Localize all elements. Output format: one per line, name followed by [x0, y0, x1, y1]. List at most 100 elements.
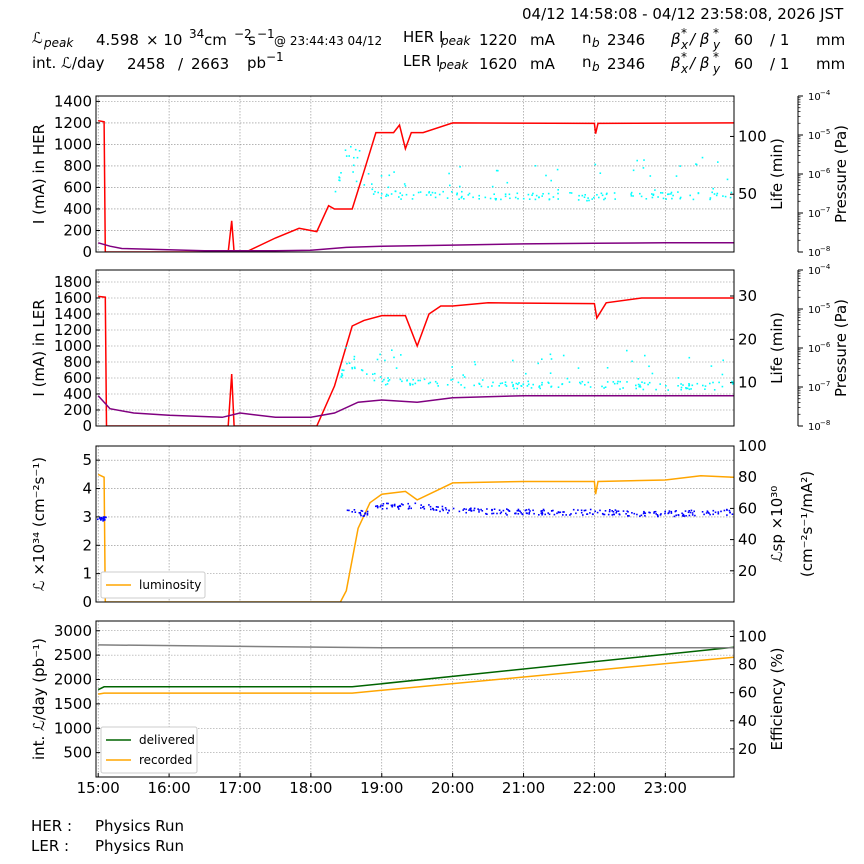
her-pressure-point	[726, 178, 729, 181]
ler-pressure-point	[525, 372, 527, 375]
lumi-specific-point	[407, 508, 410, 510]
ler-beta-value: 60	[734, 55, 754, 73]
her-pressure-point	[672, 194, 674, 197]
lumi-specific-point	[627, 515, 629, 517]
her-pressure-point	[569, 192, 571, 194]
ler-pressure-point	[622, 387, 624, 389]
her-pressure-point	[692, 198, 695, 201]
lumi-specific-point	[626, 510, 629, 512]
her-pressure-point	[461, 190, 463, 193]
ler-pressure-point	[685, 387, 687, 389]
lumi-specific-point	[570, 513, 572, 515]
her-pressure-point	[459, 185, 461, 188]
ler-pressure-point	[541, 358, 543, 360]
lumi-specific-point	[687, 511, 690, 514]
ler-pressure-point	[617, 380, 619, 383]
her-pressure-point	[442, 190, 444, 193]
her-pressure-point	[352, 164, 355, 167]
lumi-specific-point	[382, 503, 385, 505]
lumi-specific-point	[563, 511, 565, 513]
ler-beta-x: β	[671, 54, 681, 72]
ler-pressure-point	[512, 385, 514, 388]
her-pressure-point	[724, 195, 727, 198]
ler-ytick-label: 1600	[54, 289, 92, 307]
ler-pressure-point	[409, 384, 411, 386]
lumi-specific-point	[655, 513, 657, 515]
ler-pressure-point	[587, 381, 590, 384]
lumi-specific-point	[562, 511, 564, 513]
lumi-specific-point	[499, 512, 502, 515]
ler-pressure-point	[526, 385, 529, 387]
ler-pressure-point	[512, 384, 514, 386]
lumi-specific-point	[420, 504, 422, 506]
intlumi-y2tick-label: 80	[738, 656, 757, 674]
ler-y2tick-label: 10	[738, 374, 757, 392]
ler-pressure-point	[501, 382, 504, 384]
ler-pressure-point	[381, 380, 384, 383]
ler-pressure-point	[463, 376, 466, 378]
lumi-specific-point	[584, 509, 587, 512]
ler-pressure-point	[522, 383, 525, 385]
lumi-specific-point	[442, 509, 444, 512]
ler-pressure-point	[682, 384, 684, 386]
ler-pressure-point	[379, 376, 382, 378]
ler-pressure-point	[541, 384, 543, 386]
lumi-specific-point	[712, 513, 714, 516]
lumi-specific-point	[478, 509, 480, 511]
ler-y2tick-label: 20	[738, 330, 757, 348]
her-pressure-point	[578, 194, 580, 197]
lumi-specific-point	[540, 512, 543, 514]
lumi-specific-point	[397, 506, 399, 509]
ler-pressure-point	[513, 387, 515, 390]
ler-pressure-point	[376, 358, 379, 361]
ler-pressure-point	[562, 354, 565, 357]
her-log-tick-exp: −7	[820, 206, 830, 214]
date-range: 04/12 14:58:08 - 04/12 23:58:08, 2026 JS…	[522, 5, 844, 23]
ler-pressure-point	[353, 355, 356, 358]
ler-pressure-point	[446, 384, 449, 386]
lumi-specific-point	[422, 505, 425, 508]
her-pressure-point	[679, 196, 682, 199]
her-pressure-point	[643, 159, 645, 161]
lumi-specific-point	[659, 514, 662, 516]
lumi-specific-point	[607, 513, 610, 516]
her-pressure-point	[697, 192, 700, 195]
ler-pressure-point	[732, 381, 734, 384]
ler-pressure-point	[651, 372, 654, 375]
lumi-specific-point	[681, 512, 683, 515]
her-ytick-label: 0	[82, 243, 92, 261]
ler-pressure-point	[374, 372, 376, 375]
ler-pressure-point	[462, 374, 464, 376]
lpeak-symbol: ℒ	[32, 29, 43, 47]
her-pressure-point	[547, 192, 550, 195]
lumi-specific-point	[690, 509, 693, 512]
her-pressure-point	[456, 193, 458, 196]
intlumi-legend-label: delivered	[139, 733, 195, 747]
lumi-ytick-label: 5	[82, 451, 92, 469]
ler-pressure-point	[436, 382, 439, 385]
her-ytick-label: 1200	[54, 114, 92, 132]
lumi-specific-point	[720, 510, 722, 513]
ler-pressure-point	[638, 385, 640, 388]
her-pressure-point	[387, 186, 390, 189]
ler-ylabel-right: Life (min)	[768, 312, 786, 384]
ler-pressure-point	[372, 373, 374, 375]
her-pressure-point	[630, 193, 632, 195]
her-pressure-point	[545, 174, 547, 177]
lumi-specific-point	[515, 512, 517, 515]
lumi-specific-point	[654, 510, 657, 513]
ler-pressure-point	[641, 381, 643, 383]
her-pressure-point	[371, 188, 374, 191]
lpeak-unit-exp2: −1	[257, 27, 275, 41]
her-pressure-point	[716, 192, 719, 195]
lumi-specific-point	[398, 508, 400, 510]
ler-pressure-point	[710, 365, 713, 367]
lumi-specific-point	[439, 510, 441, 513]
ler-life-line	[97, 394, 734, 419]
ler-beta-x-star: *	[681, 50, 687, 64]
lumi-specific-point	[491, 509, 493, 511]
ler-pressure-point	[353, 366, 356, 369]
ler-pressure-point	[412, 383, 414, 386]
her-pressure-point	[541, 195, 543, 197]
her-pressure-point	[538, 196, 540, 198]
